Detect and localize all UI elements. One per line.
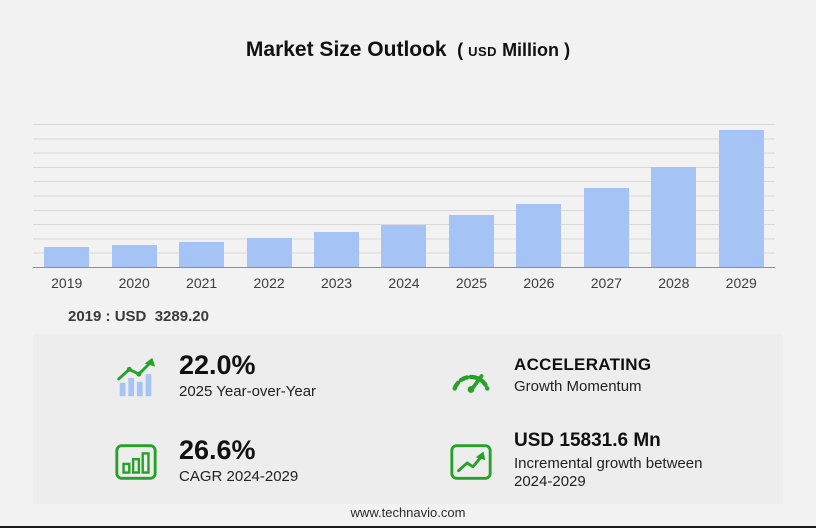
- x-tick-2019: 2019: [51, 275, 83, 291]
- footer-url: www.technavio.com: [350, 505, 466, 520]
- stat-value: 22.0%: [179, 349, 256, 380]
- x-tick-2027: 2027: [590, 275, 622, 291]
- bar-growth-icon: [113, 354, 159, 400]
- stat-value: 26.6%: [179, 434, 256, 465]
- stat-value: USD 15831.6 Mn: [514, 429, 661, 451]
- bar-slot-2029: [708, 124, 775, 267]
- x-tick-2028: 2028: [658, 275, 690, 291]
- bar-slot-2022: [235, 124, 302, 267]
- stat-incremental-growth: USD 15831.6 Mn Incremental growth betwee…: [408, 419, 783, 504]
- bar-slot-2024: [370, 124, 437, 267]
- bar-2027: [583, 188, 629, 267]
- bar-2019: [44, 247, 90, 267]
- bar-slot-2028: [640, 124, 707, 267]
- unit-close-paren: ): [564, 40, 571, 60]
- x-tick-2026: 2026: [523, 275, 555, 291]
- stat-cagr: 26.6% CAGR 2024-2029: [33, 419, 408, 504]
- stat-value: ACCELERATING: [514, 355, 652, 375]
- bar-slot-2027: [573, 124, 640, 267]
- bar-2021: [179, 241, 225, 267]
- bar-slot-2021: [168, 124, 235, 267]
- bar-2022: [246, 237, 292, 267]
- bar-2028: [651, 167, 697, 267]
- unit-open-paren: (: [457, 40, 464, 60]
- bar-2023: [314, 232, 360, 267]
- speedometer-icon: [448, 354, 494, 400]
- bar-2024: [381, 224, 427, 267]
- cagr-chart-icon: [113, 439, 159, 485]
- bar-slot-2025: [438, 124, 505, 267]
- stat-label: Growth Momentum: [514, 377, 642, 395]
- bar-slot-2020: [100, 124, 167, 267]
- x-tick-2021: 2021: [186, 275, 218, 291]
- bar-slot-2023: [303, 124, 370, 267]
- title-text: Market Size Outlook: [245, 38, 447, 61]
- incremental-growth-icon: [448, 439, 494, 485]
- stat-label: 2025 Year-over-Year: [179, 383, 317, 401]
- bar-2020: [111, 244, 157, 267]
- x-tick-2022: 2022: [253, 275, 285, 291]
- bar-2025: [448, 215, 494, 267]
- bar-slot-2019: [33, 124, 100, 267]
- unit-word: Million: [502, 40, 560, 60]
- bar-slot-2026: [505, 124, 572, 267]
- x-tick-2023: 2023: [320, 275, 353, 291]
- stat-growth-momentum: ACCELERATING Growth Momentum: [408, 334, 783, 419]
- page-title: Market Size Outlook ( USD Million ): [0, 38, 816, 62]
- x-axis-labels: 2019 2020 2021 2022 2023 2024 2025 2026 2027 2028…: [33, 275, 775, 291]
- stat-yoy-growth: 22.0% 2025 Year-over-Year: [33, 334, 408, 419]
- bar-2026: [516, 204, 562, 267]
- bar-2029: [718, 129, 764, 267]
- bottom-bar: [0, 526, 816, 528]
- stat-label: CAGR 2024-2029: [179, 468, 299, 486]
- stat-label: Incremental growth between 2024-2029: [514, 454, 703, 491]
- x-tick-2020: 2020: [118, 275, 150, 291]
- x-tick-2025: 2025: [455, 275, 488, 291]
- x-tick-2024: 2024: [388, 275, 420, 291]
- unit-currency: USD: [468, 44, 498, 59]
- stats-panel: 22.0% 2025 Year-over-Year ACCELERATING G…: [33, 334, 783, 504]
- bar-chart-plot: [33, 124, 775, 268]
- x-tick-2029: 2029: [725, 275, 757, 291]
- title-unit: ( USD Million ): [457, 40, 570, 60]
- baseline-value-note: 2019 : USD 3289.20: [68, 308, 209, 325]
